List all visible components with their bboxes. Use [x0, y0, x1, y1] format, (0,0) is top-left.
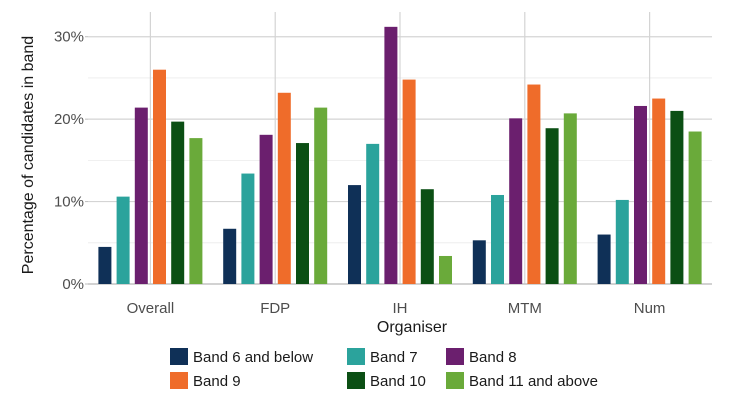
x-axis-title: Organiser — [377, 319, 448, 336]
bar — [563, 113, 577, 284]
y-tick-label: 30% — [54, 29, 84, 46]
bar — [634, 105, 647, 284]
legend-label: Band 6 and below — [193, 349, 313, 366]
bar — [615, 199, 629, 284]
bar — [366, 143, 380, 284]
bar — [116, 196, 130, 284]
series-band-10 — [171, 110, 684, 285]
bar — [223, 228, 237, 284]
bar — [402, 79, 416, 284]
legend-item: Band 9 — [170, 372, 241, 390]
bar — [171, 121, 185, 285]
legend-swatch — [347, 348, 365, 365]
x-tick-label: FDP — [260, 300, 290, 317]
series-band-8 — [134, 26, 647, 284]
y-tick-label: 10% — [54, 194, 84, 211]
x-tick-label: Overall — [127, 300, 175, 317]
legend-label: Band 9 — [193, 373, 241, 390]
bars — [98, 26, 702, 285]
legend-label: Band 10 — [370, 373, 426, 390]
bar — [545, 128, 559, 284]
y-axis-ticks: 0% 10% 20% 30% — [54, 29, 88, 293]
legend-swatch — [170, 348, 188, 365]
bar — [384, 26, 398, 284]
y-tick-label: 20% — [54, 111, 84, 128]
y-tick-label: 0% — [62, 276, 84, 293]
legend-item: Band 8 — [446, 348, 517, 366]
bar — [509, 118, 523, 284]
legend-label: Band 8 — [469, 349, 517, 366]
x-axis-ticks: Overall FDP IH MTM Num — [127, 300, 666, 317]
bar — [670, 110, 684, 284]
bar — [472, 240, 486, 284]
bar — [652, 98, 666, 284]
legend-swatch — [347, 372, 365, 389]
legend-swatch — [446, 348, 464, 365]
series-band-7 — [116, 143, 629, 284]
x-tick-label: IH — [393, 300, 408, 317]
legend-item: Band 6 and below — [170, 348, 313, 366]
bar — [491, 194, 504, 284]
legend: Band 6 and below Band 7 Band 8 Band 9 Band 1… — [170, 348, 598, 390]
legend-item: Band 11 and above — [446, 372, 598, 390]
series-band-9 — [153, 69, 666, 285]
legend-item: Band 7 — [347, 348, 418, 366]
bar — [277, 92, 291, 284]
bar — [420, 189, 434, 284]
legend-label: Band 11 and above — [469, 373, 598, 390]
series-band-11-and-above — [189, 107, 702, 284]
bar — [348, 185, 361, 284]
bar — [189, 138, 203, 284]
bar — [259, 134, 273, 284]
legend-label: Band 7 — [370, 349, 418, 366]
x-tick-label: Num — [634, 300, 666, 317]
bar — [241, 173, 255, 284]
bar — [314, 107, 328, 284]
bar — [296, 143, 309, 284]
bar — [134, 107, 148, 284]
bar — [439, 255, 452, 284]
legend-swatch — [170, 372, 188, 389]
series-band-6-and-below — [98, 185, 611, 284]
x-tick-label: MTM — [508, 300, 542, 317]
legend-item: Band 10 — [347, 372, 426, 390]
bar — [597, 234, 611, 284]
bar — [527, 84, 541, 285]
y-axis-title: Percentage of candidates in band — [20, 36, 37, 274]
bar — [98, 246, 112, 284]
legend-swatch — [446, 372, 464, 389]
bar — [688, 131, 702, 284]
bar — [153, 69, 166, 285]
